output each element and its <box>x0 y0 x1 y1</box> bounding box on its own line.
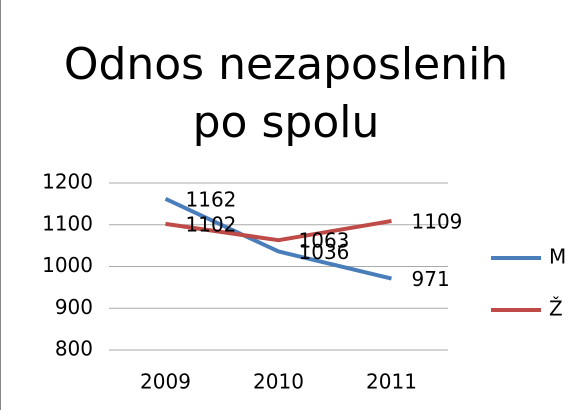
series-line <box>165 219 392 243</box>
y-tick-label: 1000 <box>42 253 93 277</box>
data-label: 1063 <box>299 229 350 253</box>
y-tick-label: 800 <box>55 337 93 361</box>
x-tick-label: 2010 <box>253 370 304 394</box>
data-label: 1036 <box>299 240 350 264</box>
y-tick-label: 1100 <box>42 211 93 235</box>
data-label: 971 <box>412 267 450 291</box>
data-label: 1162 <box>186 187 237 211</box>
data-label: 1109 <box>412 209 463 233</box>
x-tick-label: 2009 <box>140 370 191 394</box>
legend-label: Ž <box>549 297 563 321</box>
x-tick-label: 2011 <box>366 370 417 394</box>
series-line <box>164 197 392 281</box>
chart-title: Odnos nezaposlenih po spolu <box>63 39 509 148</box>
data-label: 1102 <box>186 212 237 236</box>
y-tick-label: 900 <box>55 295 93 319</box>
y-tick-label: 1200 <box>42 170 93 194</box>
legend-label: M <box>549 245 566 269</box>
